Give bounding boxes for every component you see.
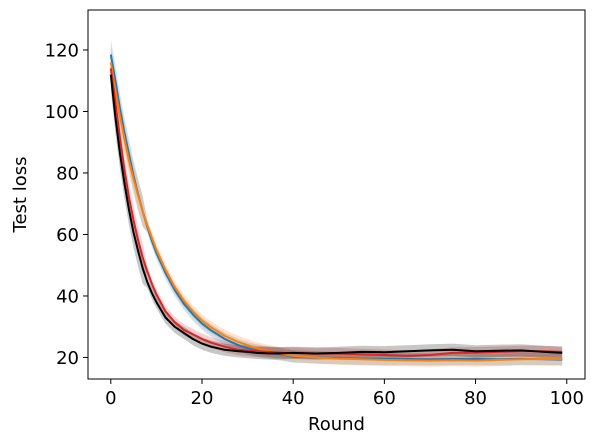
series-4-band (110, 59, 563, 360)
x-tick-label: 40 (282, 388, 305, 409)
plot-frame (87, 9, 586, 380)
y-tick-label: 60 (56, 225, 79, 246)
y-tick-label: 120 (45, 40, 79, 61)
x-tick-label: 60 (373, 388, 396, 409)
y-tick-label: 40 (56, 286, 79, 307)
y-axis-ticks: 20 40 60 80 100 120 (45, 40, 88, 369)
y-tick-label: 20 (56, 348, 79, 369)
series-2-band (110, 46, 563, 367)
x-axis-ticks: 0 20 40 60 80 100 (105, 379, 584, 409)
x-tick-label: 80 (464, 388, 487, 409)
series-3-line (109, 68, 563, 357)
y-axis-label: Test loss (10, 157, 31, 234)
series-1-band (110, 39, 563, 366)
series-lines (109, 54, 563, 362)
series-4-line (109, 74, 563, 355)
series-1-line (109, 54, 563, 361)
y-tick-label: 80 (56, 163, 79, 184)
confidence-bands (110, 39, 563, 367)
series-2-line (109, 62, 563, 362)
series-3-band (110, 54, 563, 362)
x-tick-label: 100 (550, 388, 584, 409)
x-axis-label: Round (308, 414, 365, 435)
y-tick-label: 100 (45, 102, 79, 123)
x-tick-label: 20 (191, 388, 214, 409)
x-tick-label: 0 (105, 388, 116, 409)
